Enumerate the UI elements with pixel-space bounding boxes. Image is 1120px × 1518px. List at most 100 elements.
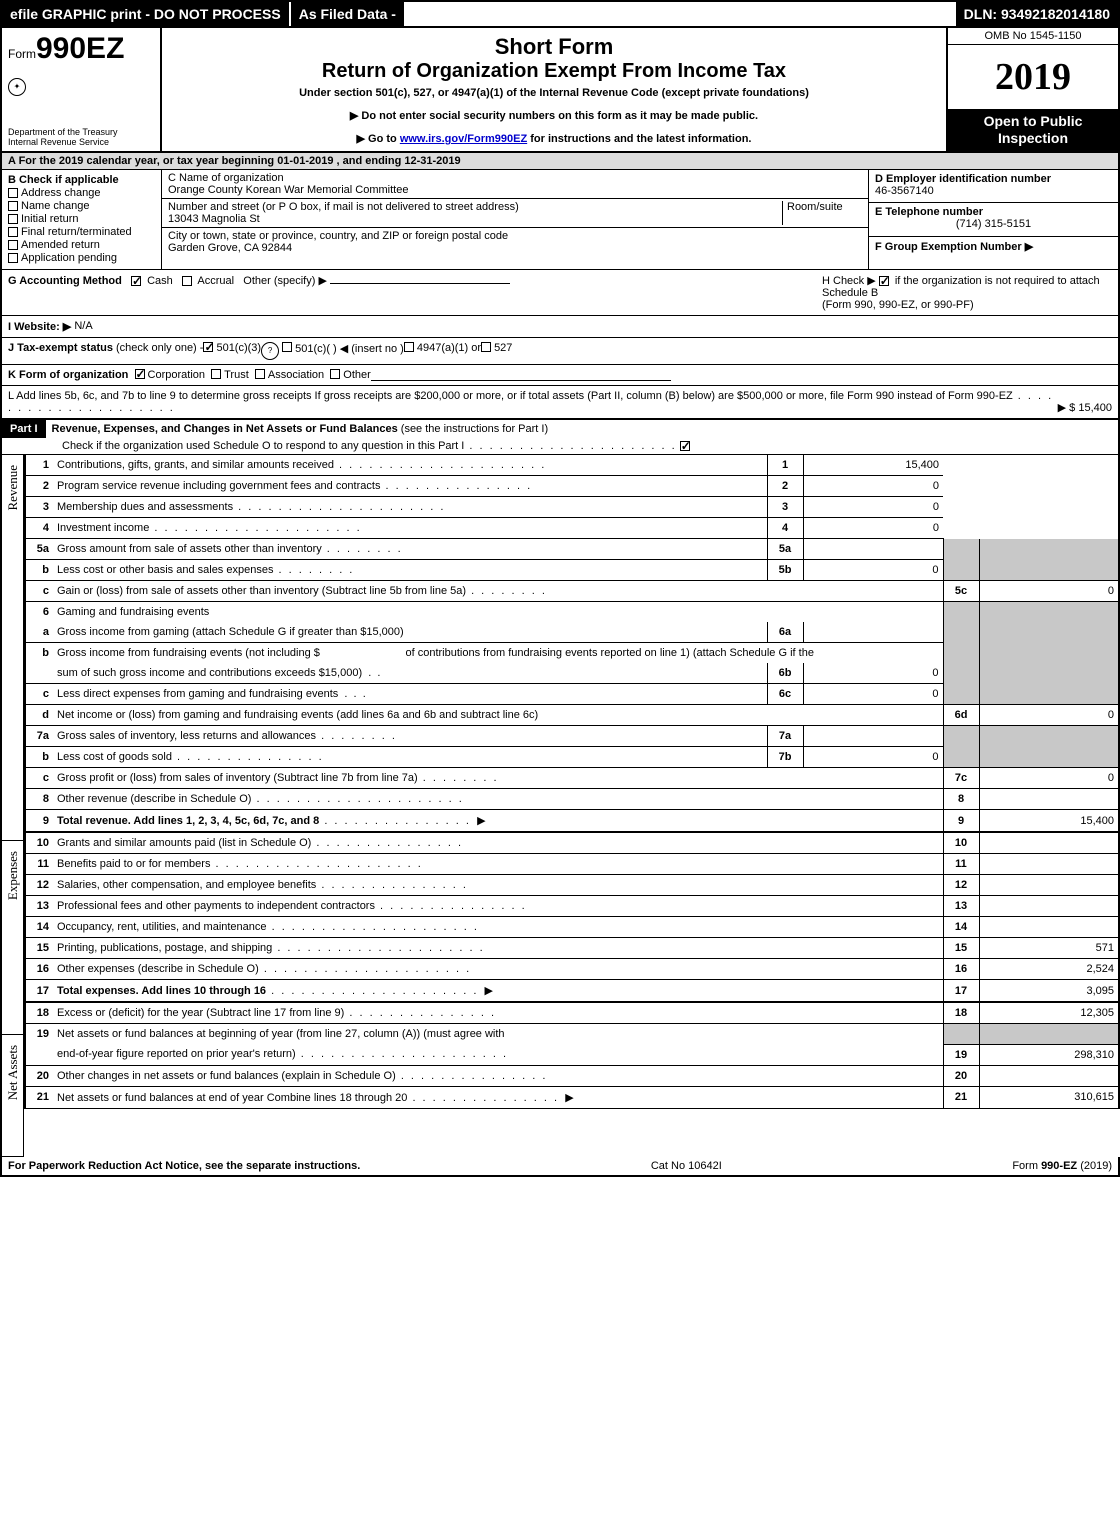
cb-association[interactable] (255, 369, 265, 379)
info-grid: B Check if applicable Address change Nam… (0, 170, 1120, 270)
topbar-left: efile GRAPHIC print - DO NOT PROCESS (2, 2, 289, 26)
line-k: K Form of organization Corporation Trust… (0, 365, 1120, 386)
short-form: Short Form (172, 34, 936, 60)
line-1: 1Contributions, gifts, grants, and simil… (25, 455, 1119, 476)
i-label: I Website: ▶ (8, 320, 71, 333)
city-label: City or town, state or province, country… (168, 230, 862, 242)
lines-table: 1Contributions, gifts, grants, and simil… (24, 455, 1120, 1109)
line-2: 2Program service revenue including gover… (25, 476, 1119, 497)
cb-trust[interactable] (211, 369, 221, 379)
addr-label: Number and street (or P O box, if mail i… (168, 201, 782, 213)
subtitle: Under section 501(c), 527, or 4947(a)(1)… (172, 87, 936, 99)
line-4: 4Investment income40 (25, 518, 1119, 539)
f-label: F Group Exemption Number ▶ (875, 241, 1033, 253)
k-label: K Form of organization (8, 369, 128, 381)
line-19a: 19Net assets or fund balances at beginni… (25, 1024, 1119, 1045)
line-15: 15Printing, publications, postage, and s… (25, 938, 1119, 959)
line-l: L Add lines 5b, 6c, and 7b to line 9 to … (0, 386, 1120, 420)
c-label: C Name of organization (168, 172, 862, 184)
line-j: J Tax-exempt status (check only one) - 5… (0, 338, 1120, 365)
website-value: N/A (74, 320, 92, 333)
irs-link[interactable]: www.irs.gov/Form990EZ (400, 133, 527, 145)
side-expenses: Expenses (0, 841, 24, 1035)
line-10: 10Grants and similar amounts paid (list … (25, 832, 1119, 854)
cb-application-pending[interactable]: Application pending (8, 252, 155, 264)
topbar-dln: DLN: 93492182014180 (956, 2, 1118, 26)
form-prefix: Form (8, 47, 36, 61)
dept-treasury: Department of the Treasury Internal Reve… (8, 127, 154, 147)
right-header-box: OMB No 1545-1150 2019 Open to Public Ins… (948, 28, 1118, 151)
dept-line2: Internal Revenue Service (8, 137, 154, 147)
j-label: J Tax-exempt status (8, 342, 113, 360)
city-row: City or town, state or province, country… (162, 228, 868, 256)
cb-corporation[interactable] (135, 369, 145, 379)
section-b: B Check if applicable Address change Nam… (2, 170, 162, 269)
section-d: D Employer identification number 46-3567… (869, 170, 1118, 203)
treasury-seal-icon: ✦ (8, 78, 26, 96)
line-a-tax-year: A For the 2019 calendar year, or tax yea… (0, 153, 1120, 170)
d-label: D Employer identification number (875, 173, 1112, 185)
cb-501c[interactable] (282, 342, 292, 352)
cb-501c3[interactable] (203, 342, 213, 352)
title-box: Short Form Return of Organization Exempt… (162, 28, 948, 151)
section-e: E Telephone number (714) 315-5151 (869, 203, 1118, 236)
org-name-row: C Name of organization Orange County Kor… (162, 170, 868, 199)
line-5a: 5aGross amount from sale of assets other… (25, 539, 1119, 560)
cb-name-change[interactable]: Name change (8, 200, 155, 212)
line-7a: 7aGross sales of inventory, less returns… (25, 726, 1119, 747)
l-text: L Add lines 5b, 6c, and 7b to line 9 to … (8, 390, 1013, 402)
section-b-title: B Check if applicable (8, 174, 155, 186)
cb-4947[interactable] (404, 342, 414, 352)
line-g: G Accounting Method Cash Accrual Other (… (8, 274, 812, 311)
org-name: Orange County Korean War Memorial Commit… (168, 184, 862, 196)
part1-label: Part I (2, 420, 46, 438)
addr-value: 13043 Magnolia St (168, 213, 782, 225)
cb-other-org[interactable] (330, 369, 340, 379)
cb-schedule-o[interactable] (680, 441, 690, 451)
cb-cash[interactable] (131, 276, 141, 286)
line-3: 3Membership dues and assessments30 (25, 497, 1119, 518)
line-g-h: G Accounting Method Cash Accrual Other (… (0, 270, 1120, 316)
footer-mid: Cat No 10642I (651, 1160, 722, 1172)
line-16: 16Other expenses (describe in Schedule O… (25, 959, 1119, 980)
help-icon[interactable]: ? (261, 342, 279, 360)
cb-address-change[interactable]: Address change (8, 187, 155, 199)
line-12: 12Salaries, other compensation, and empl… (25, 875, 1119, 896)
line-14: 14Occupancy, rent, utilities, and mainte… (25, 917, 1119, 938)
ein-value: 46-3567140 (875, 185, 1112, 197)
cb-527[interactable] (481, 342, 491, 352)
topbar-mid: As Filed Data - (289, 2, 404, 26)
part1-header: Part I Revenue, Expenses, and Changes in… (0, 420, 1120, 455)
goto-line: ▶ Go to www.irs.gov/Form990EZ for instru… (172, 132, 936, 145)
ssn-warning: ▶ Do not enter social security numbers o… (172, 109, 936, 122)
part1-check: Check if the organization used Schedule … (2, 438, 1118, 454)
dept-line1: Department of the Treasury (8, 127, 154, 137)
cb-accrual[interactable] (182, 276, 192, 286)
line-11: 11Benefits paid to or for members11 (25, 854, 1119, 875)
side-netassets: Net Assets (0, 1035, 24, 1157)
line-h: H Check ▶ if the organization is not req… (812, 274, 1112, 311)
line-19b: end-of-year figure reported on prior yea… (25, 1044, 1119, 1065)
g-other: Other (specify) ▶ (243, 275, 327, 287)
footer-left: For Paperwork Reduction Act Notice, see … (8, 1160, 360, 1172)
line-6: 6Gaming and fundraising events (25, 602, 1119, 623)
line-7c: cGross profit or (loss) from sales of in… (25, 768, 1119, 789)
section-f: F Group Exemption Number ▶ (869, 237, 1118, 269)
g-label: G Accounting Method (8, 275, 122, 287)
form-header: Form990EZ ✦ Department of the Treasury I… (0, 28, 1120, 153)
section-def: D Employer identification number 46-3567… (868, 170, 1118, 269)
addr-row: Number and street (or P O box, if mail i… (162, 199, 868, 228)
cb-final-return[interactable]: Final return/terminated (8, 226, 155, 238)
room-suite: Room/suite (782, 201, 862, 225)
footer-right: Form 990-EZ (2019) (1012, 1160, 1112, 1172)
side-revenue: Revenue (0, 455, 24, 841)
open-inspection: Open to Public Inspection (948, 109, 1118, 151)
line-20: 20Other changes in net assets or fund ba… (25, 1065, 1119, 1086)
page-footer: For Paperwork Reduction Act Notice, see … (0, 1157, 1120, 1177)
cb-amended-return[interactable]: Amended return (8, 239, 155, 251)
cb-h[interactable] (879, 276, 889, 286)
part1-title: Revenue, Expenses, and Changes in Net As… (46, 420, 1118, 438)
phone-value: (714) 315-5151 (875, 218, 1112, 230)
cb-initial-return[interactable]: Initial return (8, 213, 155, 225)
efile-topbar: efile GRAPHIC print - DO NOT PROCESS As … (0, 0, 1120, 28)
